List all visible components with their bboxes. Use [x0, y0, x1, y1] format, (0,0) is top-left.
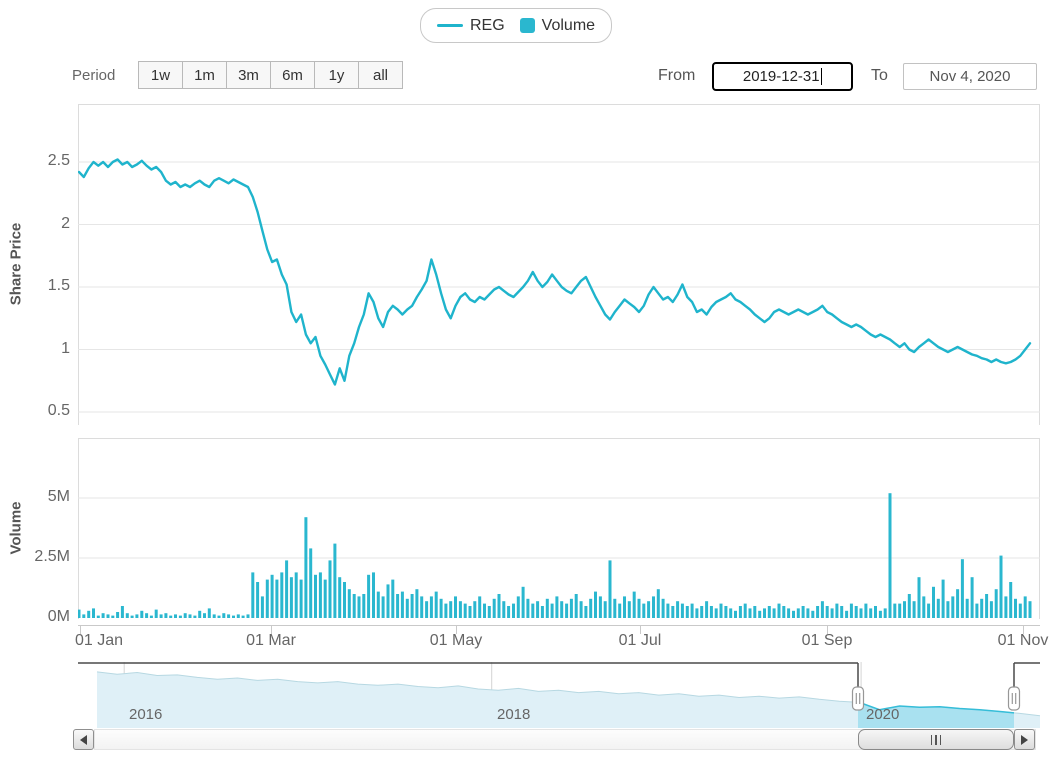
period-button-group: 1w 1m 3m 6m 1y all [138, 61, 403, 89]
price-ytick-2.5: 2.5 [47, 152, 70, 169]
volume-ytick-0M: 0M [47, 608, 70, 625]
to-date-value: Nov 4, 2020 [929, 68, 1011, 85]
period-button-1w[interactable]: 1w [138, 61, 183, 89]
x-label-01 Jul: 01 Jul [618, 632, 662, 649]
legend: REG Volume [420, 8, 613, 43]
x-tick [456, 625, 457, 634]
legend-item-volume[interactable]: Volume [519, 16, 596, 35]
volume-ytick-5M: 5M [47, 488, 70, 505]
scrollbar-right-button[interactable] [1014, 729, 1035, 750]
price-chart-plot[interactable] [78, 104, 1040, 425]
period-button-3m[interactable]: 3m [226, 61, 271, 89]
legend-reg-label: REG [470, 16, 505, 34]
navigator-handle-left[interactable] [851, 686, 865, 711]
price-ytick-1: 1 [61, 339, 70, 357]
period-button-6m[interactable]: 6m [270, 61, 315, 89]
period-button-1m[interactable]: 1m [182, 61, 227, 89]
legend-volume-label: Volume [541, 16, 596, 34]
to-label: To [871, 67, 888, 84]
volume-yaxis: 5M 2.5M 0M [0, 438, 70, 625]
x-label-01 May: 01 May [429, 632, 483, 649]
x-label-01 Mar: 01 Mar [246, 632, 296, 649]
x-axis-line [78, 625, 1040, 626]
navigator[interactable] [78, 662, 1040, 728]
grip-icon [930, 734, 933, 745]
from-label: From [658, 67, 696, 84]
price-yaxis: 2.5 2 1.5 1 0.5 [0, 104, 70, 425]
x-label-01 Sep: 01 Sep [801, 632, 853, 649]
x-label-01 Jan: 01 Jan [74, 632, 124, 649]
x-label-01 Nov: 01 Nov [997, 632, 1049, 649]
legend-item-reg[interactable]: REG [437, 17, 505, 35]
arrow-left-icon [80, 734, 87, 745]
volume-ytick-2.5M: 2.5M [34, 548, 70, 565]
price-ytick-2: 2 [61, 214, 70, 232]
from-date-value: 2019-12-31 [742, 68, 820, 85]
period-label: Period [72, 67, 116, 84]
navigator-handle-right[interactable] [1007, 686, 1021, 711]
x-tick [271, 625, 272, 634]
x-tick [827, 625, 828, 634]
volume-square-icon [519, 18, 535, 33]
navigator-year-2018: 2018 [497, 706, 531, 723]
from-date-input[interactable]: 2019-12-31 [712, 62, 853, 91]
navigator-year-2020: 2020 [866, 706, 900, 723]
price-ytick-0.5: 0.5 [47, 402, 70, 419]
scrollbar-track[interactable] [94, 729, 1036, 750]
x-tick [640, 625, 641, 634]
reg-line-icon [437, 23, 463, 28]
price-ytick-1.5: 1.5 [47, 277, 70, 294]
text-cursor [820, 68, 823, 85]
navigator-year-2016: 2016 [129, 706, 163, 723]
scrollbar-left-button[interactable] [73, 729, 94, 750]
to-date-input[interactable]: Nov 4, 2020 [903, 63, 1037, 90]
period-button-1y[interactable]: 1y [314, 61, 359, 89]
volume-chart-plot[interactable] [78, 438, 1040, 619]
period-button-all[interactable]: all [358, 61, 403, 89]
scrollbar-thumb[interactable] [858, 729, 1014, 750]
x-tick [1023, 625, 1024, 634]
x-tick [80, 625, 81, 634]
arrow-right-icon [1021, 734, 1028, 745]
